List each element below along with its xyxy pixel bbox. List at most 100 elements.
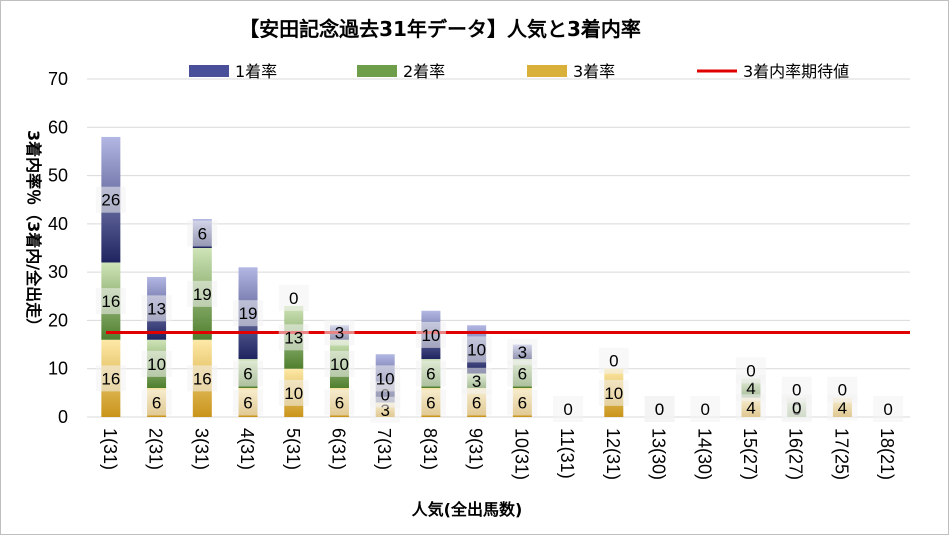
data-label-bg — [415, 321, 446, 348]
y-tick-label: 70 — [48, 69, 68, 89]
y-tick-label: 40 — [48, 214, 68, 234]
data-labels: 1616266101316196661910130610330106610631… — [95, 186, 904, 423]
y-tick-label: 0 — [58, 407, 68, 427]
data-label-3rd-17: 4 — [838, 398, 847, 417]
data-label-3rd-15: 4 — [746, 398, 755, 417]
data-label-3rd-2: 6 — [152, 394, 161, 413]
data-label-2nd-3: 19 — [193, 285, 212, 304]
data-label-1st-8: 10 — [421, 326, 440, 345]
x-tick-label: 8(31) — [420, 428, 440, 470]
data-label-bg — [233, 300, 264, 327]
data-label-bg — [278, 324, 309, 351]
x-tick-label: 9(31) — [466, 428, 486, 470]
data-label-3rd-6: 6 — [335, 394, 344, 413]
x-tick-label: 6(31) — [328, 428, 348, 470]
data-label-bg — [735, 357, 766, 384]
legend-label-3rd: 3着率 — [573, 62, 615, 81]
legend-swatch-3rd — [527, 65, 567, 77]
data-label-1st-4: 19 — [239, 304, 258, 323]
legend-label-2nd: 2着率 — [403, 62, 445, 81]
data-label-bg — [141, 295, 172, 322]
x-tick-label: 2(31) — [146, 428, 166, 470]
x-tick-label: 10(31) — [511, 428, 531, 480]
data-label-bg — [278, 284, 309, 311]
data-label-3rd-3: 16 — [193, 369, 212, 388]
y-axis-label: 3着内率％（3着内/全出走） — [24, 130, 43, 334]
data-label-1st-7: 10 — [376, 369, 395, 388]
x-tick-label: 18(21) — [877, 428, 897, 480]
data-label-bg — [233, 389, 264, 416]
x-tick-label: 16(27) — [786, 428, 806, 480]
data-label-bg — [461, 367, 492, 394]
data-label-2nd-7: 0 — [380, 386, 389, 405]
y-tick-label: 20 — [48, 310, 68, 330]
data-label-bg — [644, 396, 675, 422]
legend-swatch-1st — [189, 65, 229, 77]
data-label-bg — [461, 336, 492, 363]
data-label-3rd-4: 6 — [243, 394, 252, 413]
data-label-3rd-1: 16 — [101, 369, 120, 388]
data-label-2nd-8: 6 — [426, 365, 435, 384]
data-label-bg — [324, 389, 355, 416]
data-label-1st-15: 0 — [746, 361, 755, 380]
data-label-3rd-18: 0 — [883, 400, 892, 419]
legend: 1着率 2着率 3着率 3着内率期待値 — [189, 62, 849, 81]
data-label-bg — [598, 379, 629, 406]
data-label-3rd-10: 6 — [518, 394, 527, 413]
x-tick-label: 14(30) — [694, 428, 714, 480]
data-label-bg — [507, 338, 538, 365]
data-label-bg — [187, 280, 218, 307]
data-label-bg — [507, 360, 538, 387]
data-label-bg — [95, 186, 126, 213]
data-label-bg — [324, 350, 355, 377]
data-label-1st-5: 0 — [289, 289, 298, 308]
data-label-1st-2: 13 — [147, 299, 166, 318]
x-tick-label: 11(31) — [557, 428, 577, 479]
data-label-1st-16: 0 — [792, 381, 801, 400]
gridlines — [87, 78, 910, 418]
x-tick-label: 1(31) — [100, 428, 120, 470]
data-label-bg — [141, 350, 172, 377]
data-label-bg — [598, 347, 629, 374]
x-tick-label: 15(27) — [740, 428, 760, 480]
legend-label-1st: 1着率 — [235, 62, 277, 81]
x-tick-label: 3(31) — [191, 428, 211, 470]
data-label-bg — [690, 396, 721, 422]
data-label-bg — [827, 376, 858, 403]
y-tick-label: 50 — [48, 166, 68, 186]
y-tick-label: 60 — [48, 117, 68, 137]
data-label-3rd-9: 6 — [472, 394, 481, 413]
data-label-2nd-9: 3 — [472, 372, 481, 391]
data-label-bg — [187, 365, 218, 392]
data-label-1st-3: 6 — [198, 225, 207, 244]
data-label-2nd-5: 13 — [284, 328, 303, 347]
data-label-1st-17: 0 — [838, 381, 847, 400]
data-label-3rd-8: 6 — [426, 394, 435, 413]
data-label-bg — [324, 319, 355, 346]
x-axis-label: 人気(全出馬数) — [412, 500, 523, 519]
data-label-3rd-5: 10 — [284, 384, 303, 403]
y-tick-label: 30 — [48, 262, 68, 282]
data-label-bg — [95, 288, 126, 315]
data-label-1st-12: 0 — [609, 352, 618, 371]
data-label-bg — [461, 389, 492, 416]
data-label-1st-13: 0 — [655, 400, 664, 419]
data-label-bg — [873, 396, 904, 422]
data-label-1st-6: 3 — [335, 324, 344, 343]
data-label-1st-10: 3 — [518, 343, 527, 362]
data-label-bg — [370, 365, 401, 392]
data-label-2nd-16: 0 — [792, 398, 801, 417]
data-label-bg — [781, 376, 812, 403]
x-tick-label: 7(31) — [374, 428, 394, 470]
data-label-bg — [507, 389, 538, 416]
legend-label-expected: 3着内率期待値 — [743, 62, 849, 81]
data-label-1st-9: 10 — [467, 340, 486, 359]
y-tick-label: 10 — [48, 359, 68, 379]
legend-swatch-2nd — [357, 65, 397, 77]
data-label-bg — [141, 389, 172, 416]
data-label-1st-1: 26 — [101, 191, 120, 210]
data-label-2nd-10: 6 — [518, 365, 527, 384]
data-label-bg — [415, 389, 446, 416]
x-tick-label: 17(25) — [831, 428, 851, 480]
